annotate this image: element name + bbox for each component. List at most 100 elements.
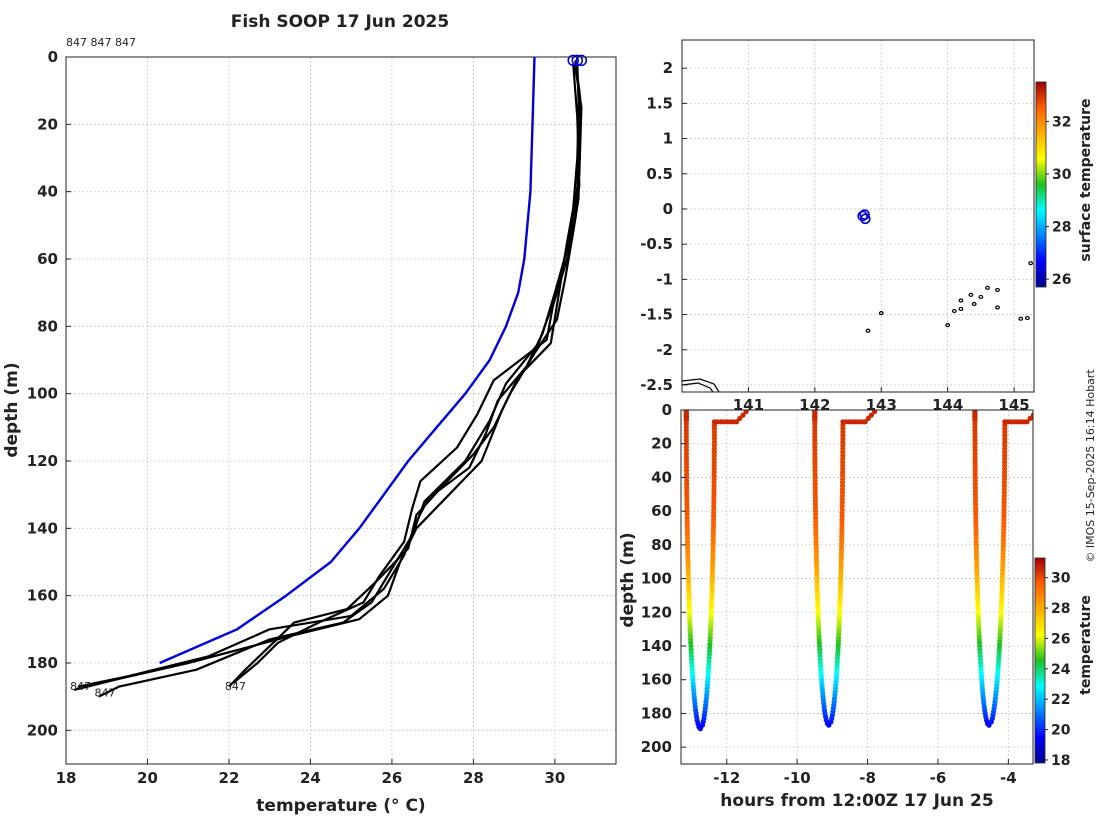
section-y-tick-label: 20 (651, 435, 672, 453)
profile-y-tick-label: 200 (27, 721, 58, 739)
profile-surface-marker (567, 54, 579, 67)
profile-series-profile-3 (77, 63, 581, 688)
section-cast-point (862, 419, 868, 425)
map-y-tick-label: 0.5 (646, 165, 673, 183)
section-grid (681, 409, 1033, 764)
map-colorbar-label: surface temperature (1078, 98, 1094, 261)
section-x-tick-label: -4 (1000, 769, 1017, 787)
map-y-tick-label: 2 (663, 59, 673, 77)
section-colorbar-ticks: 18 20 22 24 26 28 30 (1045, 571, 1071, 769)
map-island (968, 292, 974, 297)
map-island (958, 298, 964, 303)
section-ylabel: depth (m) (618, 532, 638, 627)
section-cast-point (1034, 409, 1039, 414)
map-colorbar-tick-label: 26 (1052, 272, 1071, 288)
profile-x-tick-label: 20 (137, 769, 158, 787)
profile-cast-label: 847 (70, 680, 91, 693)
section-cast-point (872, 410, 878, 415)
map-grid (682, 40, 1034, 392)
profile-y-tick-label: 140 (27, 519, 58, 537)
map-coastline (682, 382, 714, 392)
section-y-tick-label: 40 (651, 468, 672, 486)
map-island (945, 323, 951, 328)
map-panel: 141 142 143 144 14521.510.50-0.5-1-1.5-2-2.5… (640, 39, 1094, 414)
section-cast-point (1024, 419, 1030, 425)
section-colorbar-tick-label: 18 (1051, 753, 1070, 769)
map-colorbar-tick-label: 28 (1052, 220, 1071, 236)
section-colorbar-tick-label: 26 (1051, 631, 1070, 647)
section-cast-point (1027, 415, 1033, 421)
profile-cast-label: 847 (225, 680, 246, 693)
section-y-tick-label: 60 (651, 502, 672, 520)
section-y-tick-label: 0 (662, 401, 672, 419)
section-cast-point (737, 415, 743, 421)
map-x-tick-label: 144 (932, 396, 963, 414)
map-island (978, 294, 984, 300)
section-colorbar-label: temperature (1078, 595, 1094, 695)
credit-text: © IMOS 15-Sep-2025 16:14 Hobart (1084, 369, 1097, 563)
section-cast-point (1030, 412, 1033, 418)
map-island (995, 287, 1000, 293)
profile-series-climatology (159, 56, 536, 665)
profile-y-tick-label: 40 (37, 183, 58, 201)
profile-x-tick-label: 22 (219, 769, 240, 787)
profile-cast-label: 847 (95, 687, 116, 700)
profile-y-tick-label: 60 (37, 250, 58, 268)
section-colorbar-tick-label: 22 (1051, 692, 1070, 708)
section-colorbar-tick-label: 30 (1051, 571, 1071, 587)
profile-series-profile-2 (98, 66, 583, 698)
profile-series-profile-5 (232, 63, 581, 685)
profile-x-tick-label: 18 (56, 769, 77, 787)
section-frame (680, 409, 1034, 765)
section-marks (683, 409, 1039, 732)
profile-y-tick-label: 0 (48, 48, 58, 66)
map-island (1028, 261, 1034, 266)
section-panel: -12 -10 -8 -6 -4020406080100120140160180200 … (618, 401, 1094, 811)
profile-y-tick-label: 180 (27, 654, 58, 672)
section-cast-point (868, 412, 875, 418)
profile-frame (65, 56, 617, 765)
profile-y-tick-label: 160 (27, 587, 58, 605)
map-y-tick-label: 1.5 (646, 94, 673, 112)
map-x-tick-label: 145 (998, 396, 1029, 414)
map-frame (681, 39, 1035, 393)
map-station-marker (860, 213, 871, 225)
section-y-tick-label: 160 (641, 671, 672, 689)
map-station-marker (857, 210, 868, 222)
section-cast-point (743, 410, 749, 415)
profile-surface-marker (575, 54, 588, 67)
map-x-tick-label: 143 (866, 396, 897, 414)
profile-x-tick-label: 30 (544, 769, 565, 787)
section-cast-point (865, 415, 871, 421)
map-colorbar (1035, 81, 1047, 288)
profile-grid (65, 56, 616, 764)
section-x-tick-label: -8 (859, 769, 876, 787)
profile-ylabel: depth (m) (2, 362, 22, 457)
profile-y-tick-label: 100 (27, 385, 58, 403)
map-y-tick-label: -2.5 (640, 376, 673, 394)
profile-series-profile-4 (228, 60, 582, 688)
section-y-tick-label: 80 (651, 536, 672, 554)
map-station-marker (859, 209, 870, 220)
profile-top-label: 847 847 847 (66, 36, 136, 49)
profile-surface-marker (571, 54, 584, 67)
profile-panel: 18 20 22 24 26 28 30 0 20 40 60 80 100 120 140 160 180 20… (2, 36, 617, 816)
section-colorbar-tick-label: 28 (1051, 601, 1070, 617)
section-colorbar-tick-label: 20 (1051, 723, 1071, 739)
section-y-tick-label: 180 (641, 704, 672, 722)
map-island (958, 306, 964, 312)
map-coastline (682, 378, 720, 392)
map-y-tick-label: 0 (663, 200, 673, 218)
profile-xlabel: temperature (° C) (256, 796, 425, 816)
section-y-tick-label: 140 (641, 637, 672, 655)
map-y-tick-label: -0.5 (640, 235, 673, 253)
profile-x-tick-label: 24 (300, 769, 321, 787)
map-island (985, 285, 990, 290)
profile-ticks: 18 20 22 24 26 28 30 0 20 40 60 80 100 120 140 160 180 20… (27, 48, 566, 787)
map-island (995, 305, 1000, 310)
section-cast-point (740, 412, 746, 418)
section-x-tick-label: -10 (784, 769, 811, 787)
map-island (1018, 316, 1024, 321)
